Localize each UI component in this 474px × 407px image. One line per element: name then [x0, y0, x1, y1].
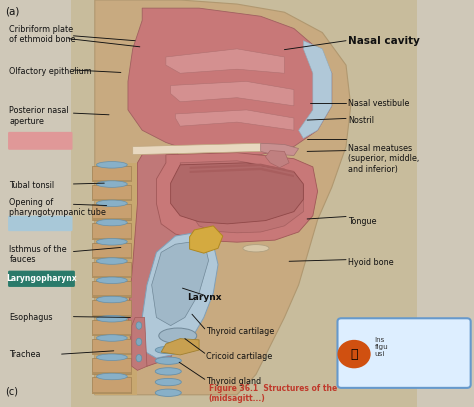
Ellipse shape: [96, 335, 127, 341]
Text: 👤: 👤: [350, 348, 358, 361]
Text: Larynx: Larynx: [187, 293, 222, 302]
Bar: [92, 392, 131, 394]
Bar: [92, 295, 131, 298]
Ellipse shape: [155, 357, 181, 364]
Bar: [92, 238, 131, 240]
Bar: [92, 281, 131, 297]
Polygon shape: [171, 163, 303, 224]
Text: Tubal tonsil: Tubal tonsil: [9, 181, 55, 190]
Ellipse shape: [155, 346, 181, 354]
Bar: [92, 334, 131, 336]
Ellipse shape: [96, 258, 127, 264]
Ellipse shape: [155, 389, 181, 396]
Polygon shape: [261, 143, 299, 155]
Polygon shape: [265, 151, 289, 168]
Ellipse shape: [96, 354, 127, 361]
Bar: [92, 199, 131, 201]
Polygon shape: [299, 41, 332, 138]
Text: Nasal vestibule: Nasal vestibule: [348, 99, 410, 108]
Bar: [92, 204, 131, 220]
Text: Opening of
pharyngotympanic tube: Opening of pharyngotympanic tube: [9, 198, 106, 217]
Bar: [92, 276, 131, 278]
Ellipse shape: [136, 354, 142, 362]
Bar: [92, 377, 131, 393]
FancyBboxPatch shape: [8, 132, 73, 150]
Polygon shape: [166, 49, 284, 73]
Text: Thyroid cartilage: Thyroid cartilage: [206, 327, 274, 336]
Polygon shape: [156, 153, 318, 242]
Ellipse shape: [96, 277, 127, 284]
Polygon shape: [175, 110, 294, 130]
Text: Cribriform plate
of ethmoid bone: Cribriform plate of ethmoid bone: [9, 25, 76, 44]
Text: Tongue: Tongue: [348, 217, 377, 226]
Ellipse shape: [96, 181, 127, 187]
Polygon shape: [128, 8, 332, 155]
Ellipse shape: [155, 368, 181, 375]
Polygon shape: [132, 317, 147, 370]
Ellipse shape: [96, 239, 127, 245]
Text: Laryngopharynx: Laryngopharynx: [6, 274, 77, 283]
Polygon shape: [128, 151, 199, 366]
Text: Hyoid bone: Hyoid bone: [348, 258, 394, 267]
Text: (a): (a): [5, 6, 19, 16]
Ellipse shape: [96, 296, 127, 303]
Bar: [92, 315, 131, 317]
Polygon shape: [95, 163, 137, 395]
Ellipse shape: [96, 200, 127, 207]
Text: (midsagitt...): (midsagitt...): [209, 394, 265, 403]
Bar: [92, 223, 131, 239]
Bar: [92, 257, 131, 259]
Text: Trachea: Trachea: [9, 350, 41, 359]
Text: Nostril: Nostril: [348, 116, 374, 125]
Bar: [92, 180, 131, 182]
FancyBboxPatch shape: [337, 318, 471, 388]
Bar: [92, 185, 131, 200]
Text: Ins
figu
usi: Ins figu usi: [374, 337, 388, 357]
Bar: [92, 300, 131, 316]
Text: Esophagus: Esophagus: [9, 313, 53, 322]
Text: Olfactory epithelium: Olfactory epithelium: [9, 67, 92, 76]
Text: Thyroid gland: Thyroid gland: [206, 377, 261, 386]
Polygon shape: [142, 232, 218, 358]
Text: Posterior nasal
aperture: Posterior nasal aperture: [9, 106, 69, 126]
Polygon shape: [171, 81, 294, 106]
Bar: [92, 319, 131, 335]
Text: Cricoid cartilage: Cricoid cartilage: [206, 352, 273, 361]
Bar: [92, 219, 131, 221]
Bar: [92, 358, 131, 374]
Ellipse shape: [159, 328, 197, 344]
Bar: [92, 372, 131, 374]
Ellipse shape: [96, 315, 127, 322]
Ellipse shape: [96, 219, 127, 226]
Text: (c): (c): [5, 387, 18, 397]
Polygon shape: [152, 240, 209, 326]
Bar: [92, 353, 131, 355]
Circle shape: [337, 340, 371, 368]
Ellipse shape: [136, 338, 142, 346]
Text: Nasal meatuses
(superior, middle,
and inferior): Nasal meatuses (superior, middle, and in…: [348, 144, 419, 174]
Bar: [92, 262, 131, 277]
Bar: [71, 0, 417, 407]
FancyBboxPatch shape: [8, 216, 73, 231]
FancyBboxPatch shape: [8, 271, 75, 287]
Ellipse shape: [243, 245, 269, 252]
Polygon shape: [190, 164, 294, 173]
Polygon shape: [180, 161, 303, 233]
Bar: [92, 243, 131, 258]
Bar: [92, 339, 131, 354]
Polygon shape: [190, 226, 223, 253]
Ellipse shape: [96, 373, 127, 380]
Polygon shape: [190, 168, 294, 177]
Ellipse shape: [155, 379, 181, 386]
Text: Figure 36.1  Structures of the: Figure 36.1 Structures of the: [209, 384, 337, 393]
Polygon shape: [133, 143, 270, 155]
Ellipse shape: [136, 322, 142, 329]
Polygon shape: [95, 0, 351, 395]
Bar: [92, 166, 131, 181]
Polygon shape: [161, 339, 199, 355]
Text: Isthmus of the
fauces: Isthmus of the fauces: [9, 245, 67, 264]
Ellipse shape: [96, 162, 127, 168]
Text: Nasal cavity: Nasal cavity: [348, 36, 420, 46]
